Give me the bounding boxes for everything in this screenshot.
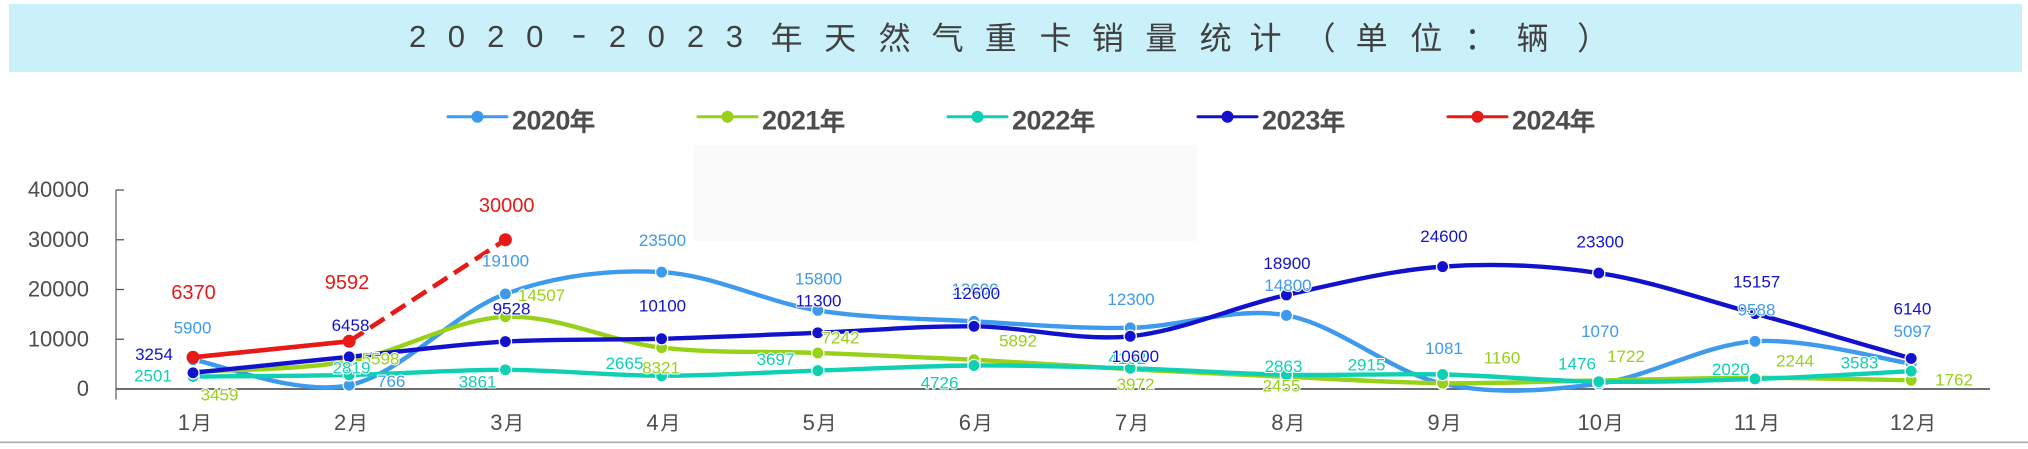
svg-text:6: 6	[959, 410, 971, 435]
svg-text:2: 2	[609, 19, 626, 54]
svg-text:1722: 1722	[1607, 347, 1645, 366]
svg-text:6140: 6140	[1893, 300, 1931, 319]
svg-text:2: 2	[687, 19, 704, 54]
svg-text:3459: 3459	[201, 386, 239, 405]
svg-text:4: 4	[646, 410, 658, 435]
svg-text:10000: 10000	[28, 326, 89, 351]
svg-text:9588: 9588	[1738, 301, 1776, 320]
svg-text:19100: 19100	[482, 252, 529, 271]
svg-text:2021: 2021	[762, 105, 820, 135]
svg-text:2665: 2665	[606, 354, 644, 373]
svg-text:1070: 1070	[1581, 322, 1619, 341]
svg-text:23500: 23500	[639, 231, 686, 250]
svg-text:1762: 1762	[1935, 371, 1973, 390]
svg-text:8321: 8321	[642, 359, 680, 378]
svg-text:12: 12	[1890, 410, 1914, 435]
svg-text:8: 8	[1271, 410, 1283, 435]
svg-text:23300: 23300	[1577, 232, 1624, 251]
svg-text:40000: 40000	[28, 177, 89, 202]
svg-text:2455: 2455	[1263, 377, 1301, 396]
svg-text:1476: 1476	[1558, 355, 1596, 374]
svg-text:12600: 12600	[953, 284, 1000, 303]
svg-text:3254: 3254	[135, 345, 173, 364]
svg-text:2020: 2020	[1712, 360, 1750, 379]
svg-text:20000: 20000	[28, 277, 89, 302]
svg-text:6370: 6370	[171, 282, 216, 304]
svg-text:2915: 2915	[1348, 355, 1386, 374]
svg-text:3: 3	[726, 19, 743, 54]
svg-text:2819: 2819	[333, 359, 371, 378]
svg-text:4726: 4726	[921, 374, 959, 393]
svg-text:9592: 9592	[325, 272, 370, 294]
svg-text:1081: 1081	[1425, 339, 1463, 358]
svg-text:24600: 24600	[1420, 227, 1467, 246]
svg-text:2: 2	[409, 19, 426, 54]
svg-text:3972: 3972	[1117, 375, 1155, 394]
svg-text:7: 7	[1115, 410, 1127, 435]
svg-text:2022: 2022	[1012, 105, 1070, 135]
svg-text:2020: 2020	[512, 105, 570, 135]
svg-text:2244: 2244	[1776, 352, 1814, 371]
svg-text:10600: 10600	[1112, 347, 1159, 366]
svg-text:5097: 5097	[1893, 322, 1931, 341]
svg-text:5: 5	[803, 410, 815, 435]
svg-text:18900: 18900	[1263, 254, 1310, 273]
svg-text:0: 0	[648, 19, 665, 54]
svg-text:0: 0	[77, 376, 89, 401]
svg-text:30000: 30000	[28, 227, 89, 252]
svg-text:30000: 30000	[479, 195, 535, 217]
svg-text:12300: 12300	[1107, 290, 1154, 309]
svg-text:766: 766	[377, 372, 405, 391]
svg-text:11300: 11300	[795, 292, 841, 311]
svg-text:2863: 2863	[1265, 357, 1303, 376]
svg-text:0: 0	[448, 19, 465, 54]
svg-text:3: 3	[490, 410, 502, 435]
svg-text:2501: 2501	[134, 367, 172, 386]
svg-text:15800: 15800	[795, 269, 842, 288]
svg-text:11: 11	[1734, 410, 1757, 435]
svg-text:2: 2	[487, 19, 504, 54]
svg-text:1: 1	[178, 410, 190, 435]
svg-text:2023: 2023	[1262, 105, 1320, 135]
svg-text:7242: 7242	[822, 329, 860, 348]
svg-text:3861: 3861	[459, 373, 497, 392]
svg-text:6458: 6458	[332, 316, 370, 335]
svg-text:15157: 15157	[1733, 273, 1780, 292]
svg-text:13600: 13600	[951, 280, 998, 299]
svg-text:3697: 3697	[757, 350, 795, 369]
svg-text:0: 0	[526, 19, 543, 54]
svg-text:10100: 10100	[639, 297, 686, 316]
svg-text:1160: 1160	[1484, 348, 1521, 367]
svg-text:5892: 5892	[999, 332, 1037, 351]
svg-text:2: 2	[334, 410, 346, 435]
svg-text:14507: 14507	[518, 286, 565, 305]
svg-text:5900: 5900	[174, 319, 212, 338]
svg-text:9528: 9528	[493, 300, 531, 319]
svg-text:2024: 2024	[1512, 105, 1570, 135]
svg-text:10: 10	[1578, 410, 1602, 435]
svg-text:9: 9	[1427, 410, 1439, 435]
svg-text:14800: 14800	[1264, 276, 1311, 295]
svg-text:4162: 4162	[1108, 349, 1146, 368]
svg-text:3583: 3583	[1841, 353, 1879, 372]
svg-text:5598: 5598	[362, 350, 400, 369]
